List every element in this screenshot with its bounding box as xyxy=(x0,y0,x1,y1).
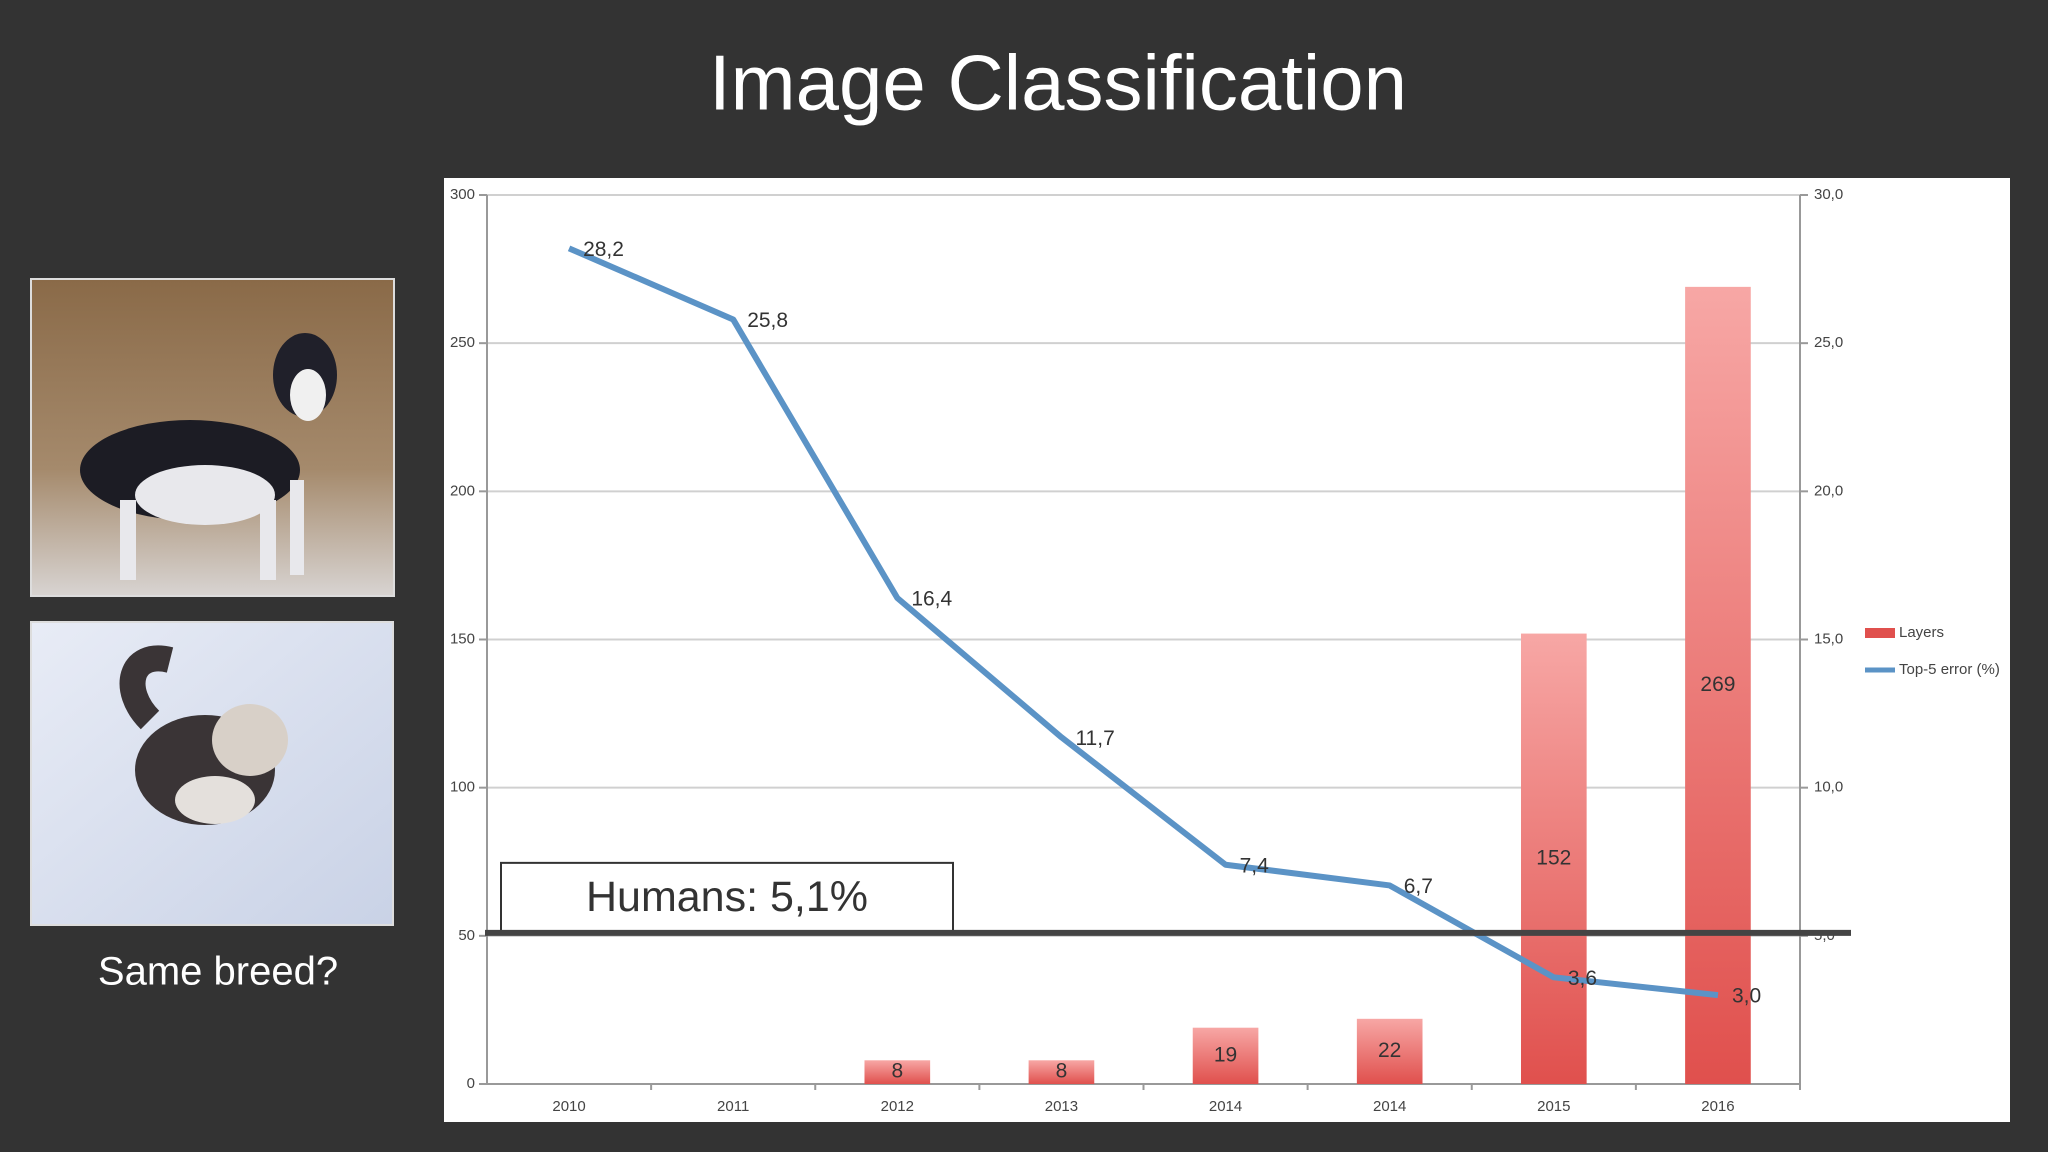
y-tick-label: 0 xyxy=(467,1075,475,1092)
line-value-label: 6,7 xyxy=(1404,875,1433,898)
chart-panel xyxy=(444,178,2010,1122)
x-tick-label: 2010 xyxy=(552,1098,585,1115)
x-tick-label: 2014 xyxy=(1373,1098,1406,1115)
bar-value-label: 19 xyxy=(1214,1043,1237,1066)
line xyxy=(567,245,1719,999)
line-value-label: 3,0 xyxy=(1732,985,1761,1008)
chart: 0501001502002503005,010,015,020,025,030,… xyxy=(450,186,2000,1115)
bar xyxy=(1028,1060,1095,1084)
dog-photo xyxy=(30,621,394,926)
caption: Same breed? xyxy=(98,950,338,994)
x-tick-label: 2014 xyxy=(1209,1098,1242,1115)
y2-tick-label: 10,0 xyxy=(1814,779,1843,796)
line-value-label: 7,4 xyxy=(1240,854,1270,877)
bar-value-label: 152 xyxy=(1536,846,1571,869)
y2-tick-label: 15,0 xyxy=(1814,630,1843,647)
y2-tick-label: 20,0 xyxy=(1814,482,1843,499)
y2-tick-label: 30,0 xyxy=(1814,186,1843,203)
x-tick-label: 2016 xyxy=(1701,1098,1734,1115)
legend-label: Layers xyxy=(1899,624,1944,641)
x-tick-label: 2013 xyxy=(1045,1098,1078,1115)
x-tick-label: 2015 xyxy=(1537,1098,1570,1115)
bar xyxy=(864,1060,931,1084)
bar-value-label: 22 xyxy=(1378,1039,1401,1062)
x-tick-label: 2012 xyxy=(881,1098,914,1115)
y2-tick-label: 25,0 xyxy=(1814,334,1843,351)
x-tick-label: 2011 xyxy=(717,1098,749,1115)
bar xyxy=(1520,633,1587,1084)
line-value-label: 25,8 xyxy=(747,309,788,332)
bar-value-label: 269 xyxy=(1700,673,1735,696)
slide-title: Image Classification xyxy=(709,39,1407,127)
line-value-label: 11,7 xyxy=(1075,727,1114,750)
y-tick-label: 50 xyxy=(458,927,475,944)
bar xyxy=(1685,286,1751,1084)
bar-value-label: 8 xyxy=(1056,1060,1068,1083)
line-value-label: 28,2 xyxy=(583,238,624,261)
line-value-label: 16,4 xyxy=(911,588,952,611)
legend-swatch xyxy=(1865,628,1895,638)
bar-value-label: 8 xyxy=(891,1060,903,1083)
dog-photo xyxy=(30,278,395,597)
bar xyxy=(1192,1027,1259,1084)
reference-label: Humans: 5,1% xyxy=(586,873,868,921)
line-value-label: 3,6 xyxy=(1568,967,1597,990)
bar xyxy=(1356,1018,1423,1084)
y-tick-label: 100 xyxy=(450,779,475,796)
y-tick-label: 300 xyxy=(450,186,475,203)
y-tick-label: 250 xyxy=(450,334,475,351)
y-tick-label: 200 xyxy=(450,482,475,499)
y-tick-label: 150 xyxy=(450,630,475,647)
legend-label: Top-5 error (%) xyxy=(1899,661,2000,678)
